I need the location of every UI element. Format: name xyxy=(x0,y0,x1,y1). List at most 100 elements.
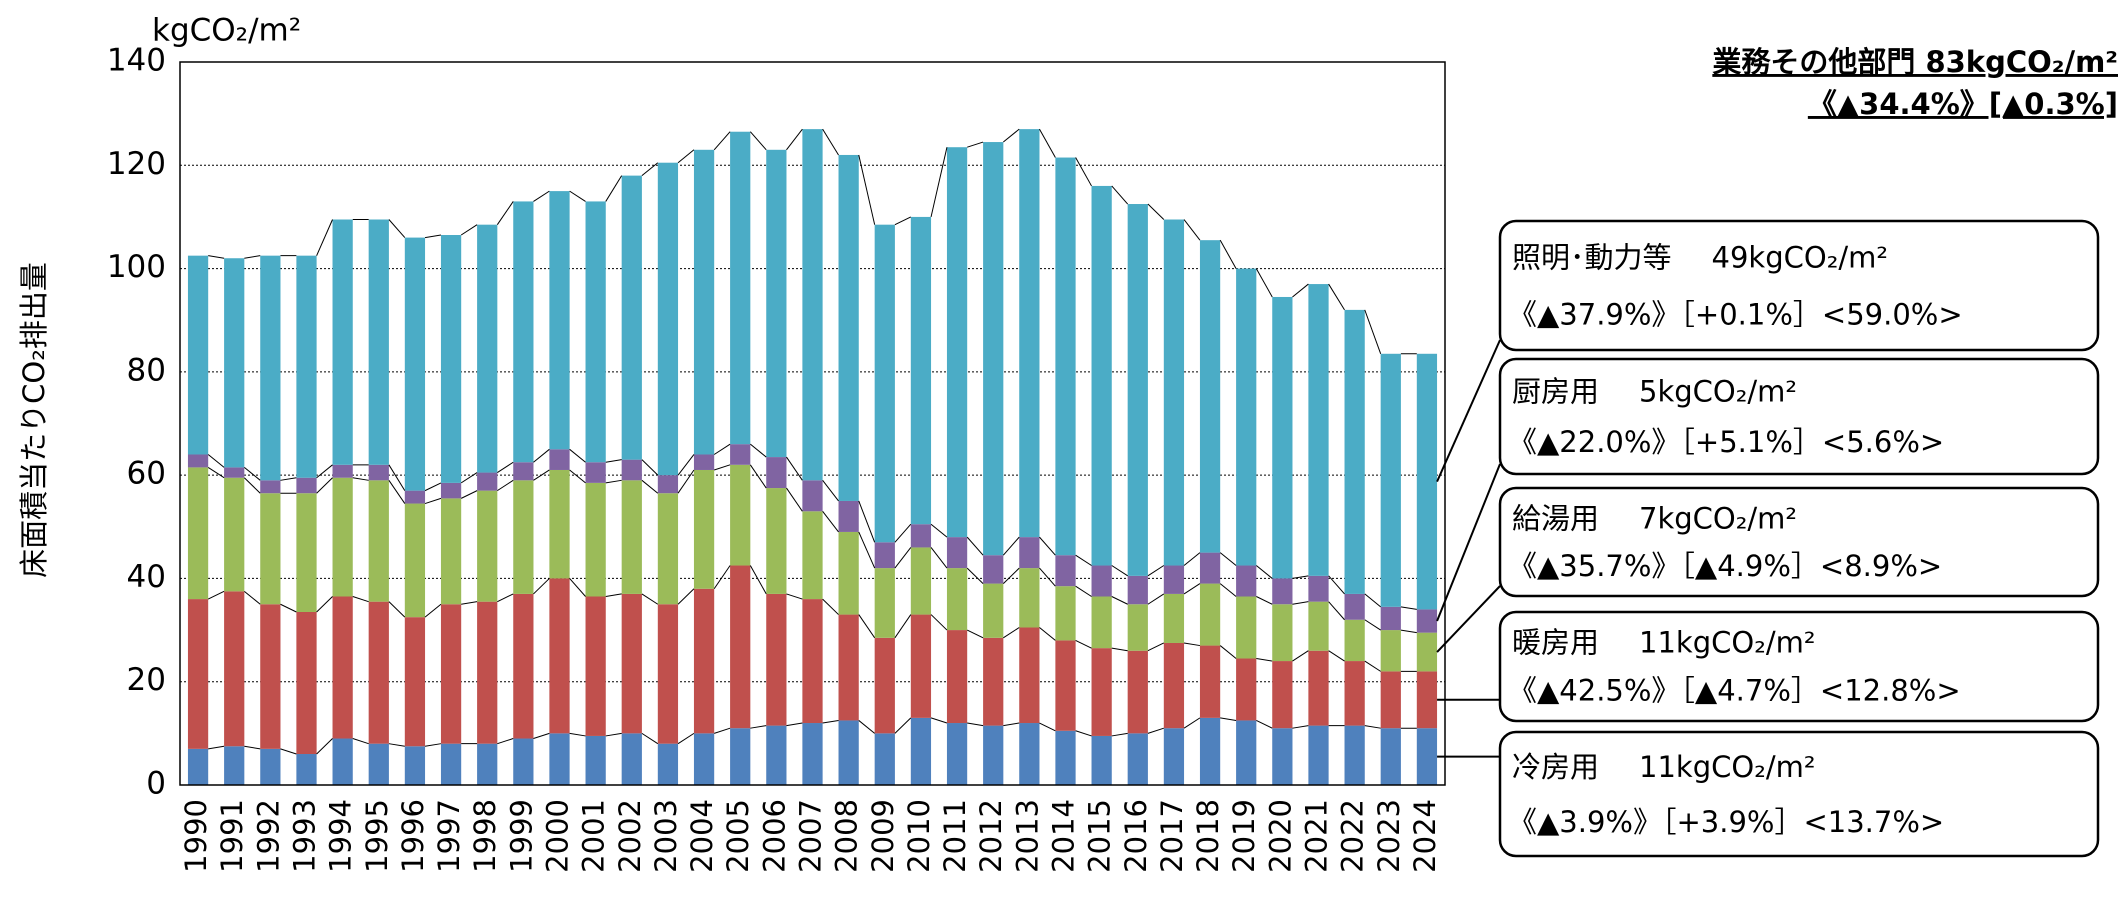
connector-line xyxy=(569,578,586,597)
connector-line xyxy=(822,480,839,502)
bar-segment xyxy=(585,201,606,463)
bar-segment xyxy=(1416,609,1438,633)
bar-segment xyxy=(730,565,751,729)
x-tick-label: 2016 xyxy=(1119,799,1153,873)
connector-line xyxy=(894,614,912,639)
connector-line xyxy=(1111,732,1128,737)
connector-line xyxy=(930,614,948,631)
connector-line xyxy=(388,464,406,491)
bar-segment xyxy=(1308,575,1329,602)
connector-line xyxy=(316,464,333,479)
connector-line xyxy=(1111,596,1128,605)
connector-line xyxy=(1003,128,1020,143)
bar-segment xyxy=(1163,565,1185,594)
connector-line xyxy=(280,477,297,481)
bar-segment xyxy=(224,746,245,785)
x-tick-label: 2018 xyxy=(1191,799,1225,873)
connector-line xyxy=(280,748,297,755)
connector-line xyxy=(496,201,514,225)
bar-segment xyxy=(368,743,389,785)
connector-line xyxy=(858,531,876,569)
x-tick-label: 1998 xyxy=(468,799,502,873)
bar-segment xyxy=(1055,555,1076,587)
connector-line xyxy=(352,477,369,481)
bar-segment xyxy=(477,224,498,473)
callout-line: 冷房用 11kgCO₂/m² xyxy=(1512,750,1815,784)
connector-line xyxy=(533,732,550,739)
connector-line xyxy=(786,722,803,727)
connector-line xyxy=(1039,722,1056,732)
bar-segment xyxy=(1416,353,1438,610)
bar-segment xyxy=(838,154,859,501)
bar-segment xyxy=(549,733,570,785)
bar-segment xyxy=(260,604,281,749)
connector-line xyxy=(1219,239,1237,269)
connector-line xyxy=(424,603,442,618)
bar-segment xyxy=(1308,284,1329,576)
bar-segment xyxy=(260,748,281,785)
bar-segment xyxy=(549,469,570,579)
bar-segment xyxy=(1199,552,1221,584)
connector-line xyxy=(967,722,984,727)
bar-segment xyxy=(621,733,642,785)
x-tick-label: 1995 xyxy=(360,799,394,873)
connector-line xyxy=(822,598,839,615)
callout-box xyxy=(1498,486,2100,598)
bar-segment xyxy=(766,488,787,594)
connector-line xyxy=(497,479,514,492)
bar-segment xyxy=(1091,596,1112,649)
bar-segment xyxy=(1091,565,1112,597)
bar-segment xyxy=(983,637,1004,726)
bar-segment xyxy=(657,604,679,744)
bar-segment xyxy=(477,743,498,785)
callout-line: 厨房用 5kgCO₂/m² xyxy=(1512,375,1797,409)
callout-value: 5kgCO₂/m² xyxy=(1639,375,1797,409)
bar-segment xyxy=(296,477,317,494)
bar-segment xyxy=(910,547,932,615)
bar-segment xyxy=(224,591,245,747)
bar-segment xyxy=(440,604,462,744)
connector-line xyxy=(641,479,659,494)
bar-segment xyxy=(296,611,317,755)
callout-value: 49kgCO₂/m² xyxy=(1712,241,1888,275)
bar-segment xyxy=(296,493,317,612)
bar-segment xyxy=(1199,583,1221,646)
x-tick-label: 2009 xyxy=(866,799,900,873)
series-name: 給湯用 xyxy=(1512,501,1599,535)
x-tick-label: 2008 xyxy=(830,799,864,873)
bar-segment xyxy=(296,255,317,478)
bar-segment xyxy=(730,444,751,465)
connector-line xyxy=(749,565,767,595)
connector-line xyxy=(1220,717,1237,721)
connector-line xyxy=(424,743,442,747)
bar-segment xyxy=(332,464,353,478)
connector-line xyxy=(966,536,984,556)
bar-segment xyxy=(187,454,209,468)
connector-line xyxy=(1364,660,1381,672)
callout-value: 11kgCO₂/m² xyxy=(1639,750,1815,784)
connector-line xyxy=(316,738,333,755)
bar-segment xyxy=(404,490,426,504)
connector-line xyxy=(750,443,767,458)
y-tick-label: 140 xyxy=(107,43,166,79)
bar-segment xyxy=(874,637,895,734)
bar-segment xyxy=(693,588,715,734)
bar-segment xyxy=(1236,658,1257,721)
bar-segment xyxy=(1055,730,1076,785)
connector-line xyxy=(930,523,948,538)
connector-line xyxy=(1002,567,1020,584)
bar-segment xyxy=(1416,632,1438,672)
connector-line xyxy=(1183,552,1201,566)
bar-segment xyxy=(187,599,209,749)
x-tick-label: 2015 xyxy=(1083,799,1117,873)
x-tick-label: 2013 xyxy=(1010,799,1044,873)
x-tick-label: 2004 xyxy=(685,799,719,873)
connector-line xyxy=(1292,283,1309,298)
connector-line xyxy=(786,593,803,600)
callout-change: 《▲37.9%》［+0.1%］<59.0%> xyxy=(1508,297,1963,331)
y-unit: kgCO₂/m² xyxy=(152,13,301,49)
bar-segment xyxy=(1236,565,1257,597)
bar-segment xyxy=(657,475,679,494)
bar-segment xyxy=(1199,645,1221,718)
callout-change: 《▲42.5%》［▲4.7%］<12.8%> xyxy=(1508,674,1961,708)
